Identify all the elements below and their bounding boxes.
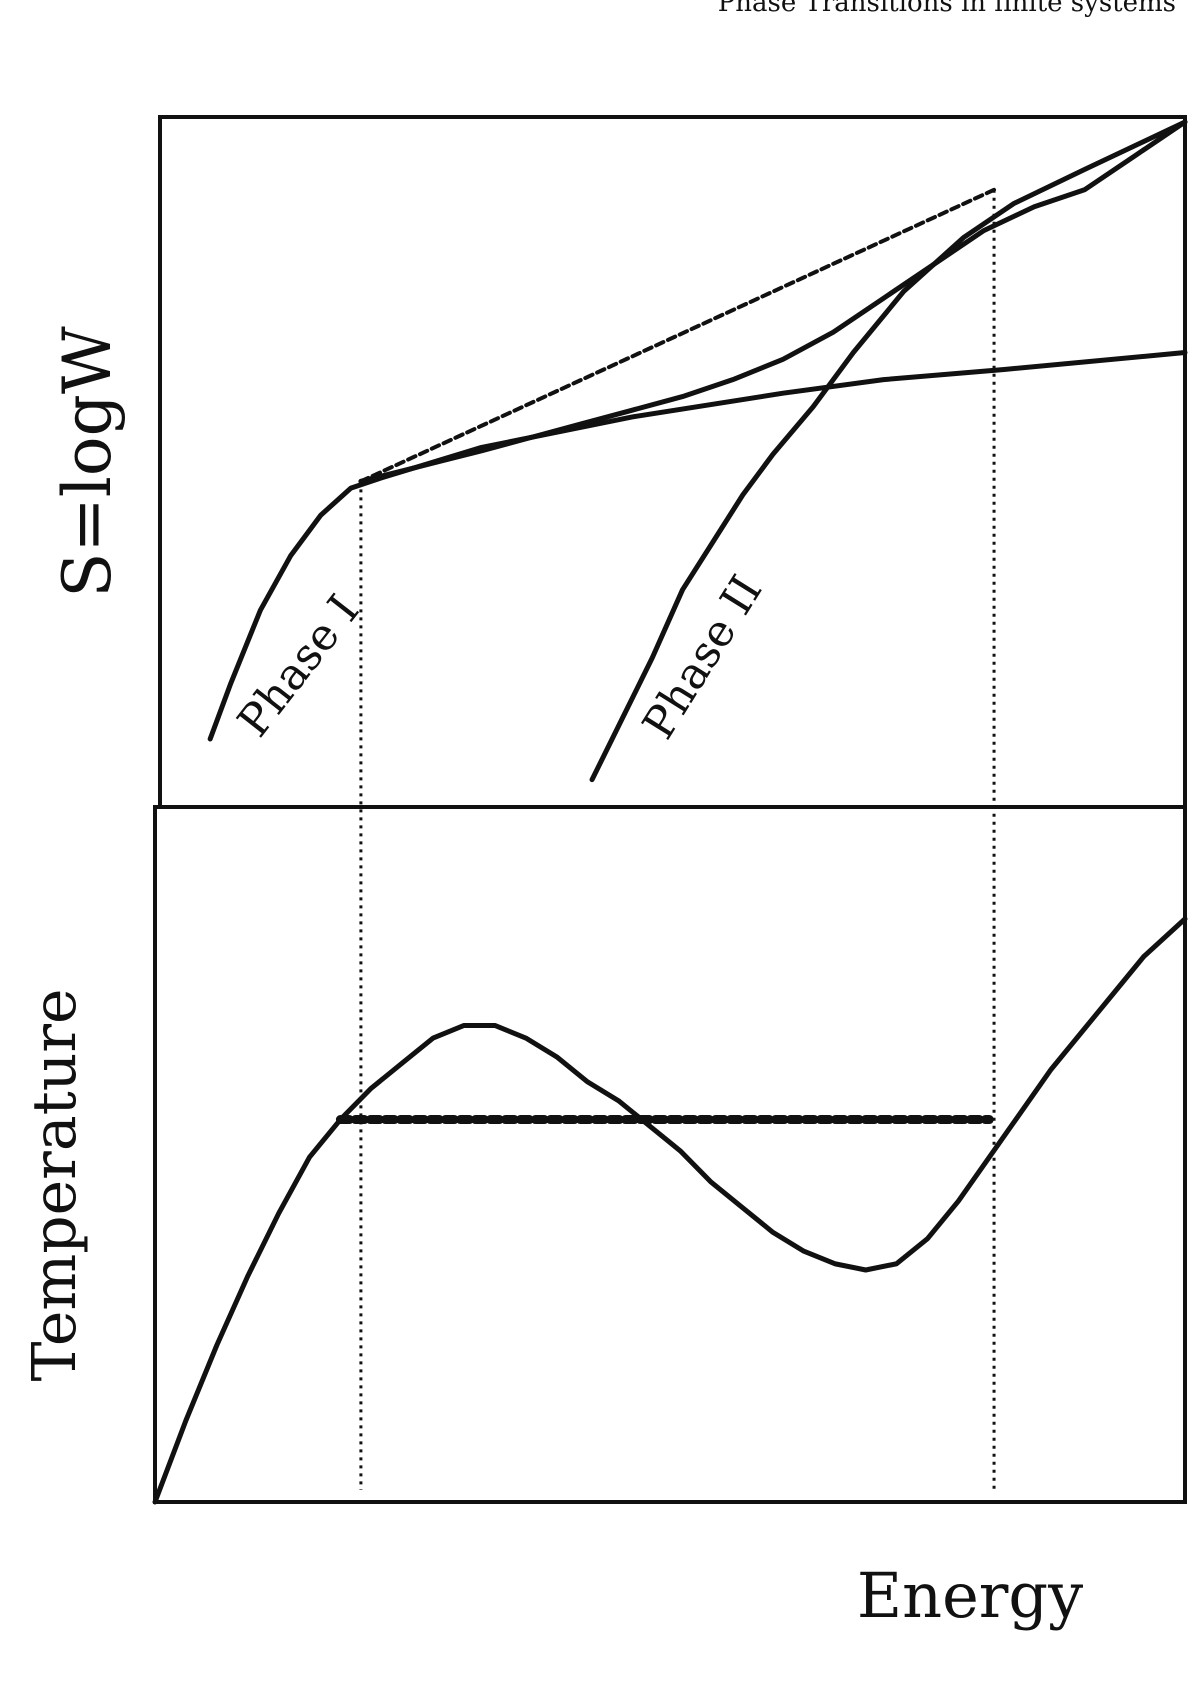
top-curves [207,119,1188,783]
bottom-curves [152,916,1188,1505]
running-title: Phase Transitions in finite systems [717,0,1176,18]
temperature-curve [152,916,1188,1505]
guide-lines [359,189,996,1490]
top-ylabel: S=logW [49,326,126,598]
bottom-plot-frame [153,805,1187,1504]
phase-i-label: Phase I [228,586,369,747]
mixed-entropy-curve [358,119,1188,484]
bottom-ylabel: Temperature [20,988,90,1381]
phase-ii-curve [589,119,1188,783]
convex-hull-tangent [358,187,997,484]
xlabel: Energy [857,1559,1083,1632]
